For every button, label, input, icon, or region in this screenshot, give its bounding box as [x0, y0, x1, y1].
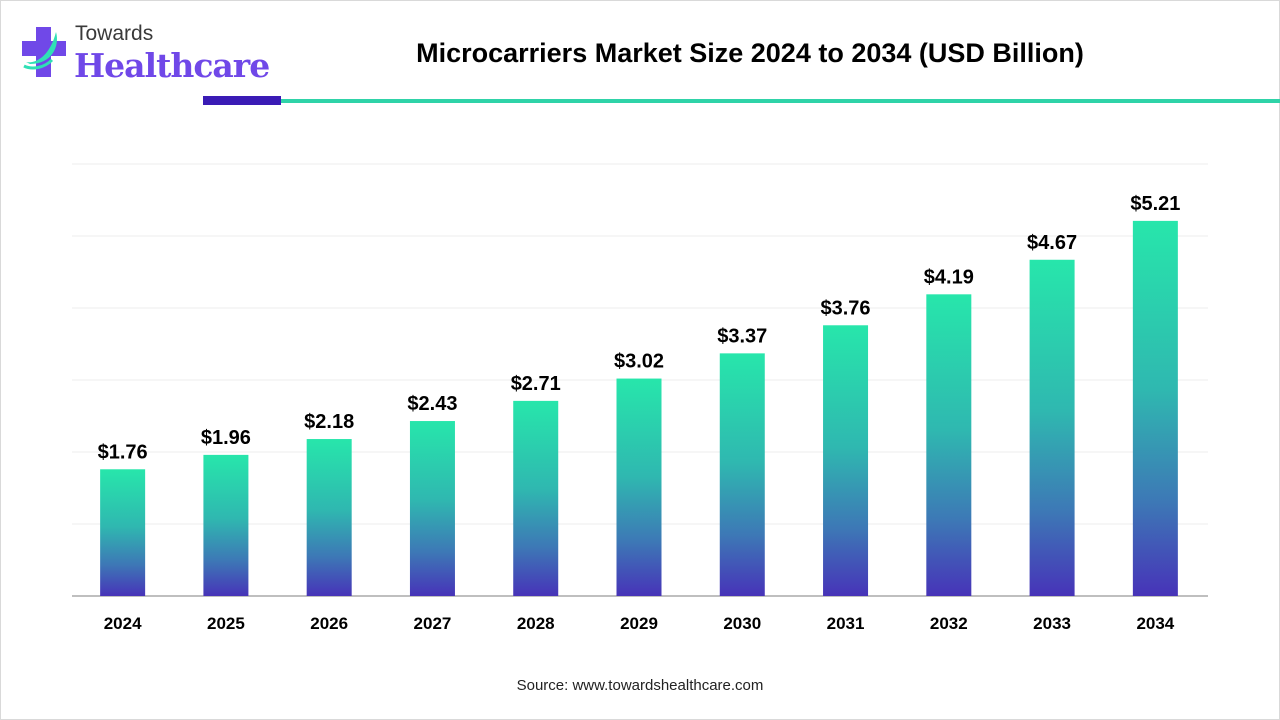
logo-text-towards: Towards	[75, 22, 154, 45]
x-tick-label: 2028	[517, 614, 555, 633]
x-tick-label: 2030	[723, 614, 761, 633]
title-underline-dark	[203, 96, 281, 105]
bar-2027	[409, 421, 455, 596]
x-tick-label: 2027	[414, 614, 452, 633]
x-tick-label: 2033	[1033, 614, 1071, 633]
medical-cross-leaf-icon	[22, 27, 66, 77]
data-label: $3.02	[614, 351, 664, 373]
bar-2033	[1029, 259, 1075, 596]
bar-2025	[203, 454, 249, 596]
bar-2028	[513, 400, 559, 596]
chart-title: Microcarriers Market Size 2024 to 2034 (…	[416, 38, 1084, 68]
bar-2024	[100, 469, 146, 596]
data-label: $2.71	[511, 373, 561, 395]
data-label: $2.43	[407, 393, 457, 415]
x-tick-label: 2024	[104, 614, 142, 633]
logo-text-healthcare: Healthcare	[74, 46, 270, 85]
data-label: $1.96	[201, 427, 251, 449]
x-tick-label: 2034	[1136, 614, 1174, 633]
x-tick-label: 2032	[930, 614, 968, 633]
data-label: $3.37	[717, 325, 767, 347]
x-tick-label: 2031	[827, 614, 865, 633]
x-tick-label: 2029	[620, 614, 658, 633]
bar-2029	[616, 378, 662, 596]
x-tick-label: 2026	[310, 614, 348, 633]
data-label: $3.76	[821, 297, 871, 319]
bar-2034	[1132, 220, 1178, 596]
data-label: $2.18	[304, 411, 354, 433]
bar-2032	[926, 294, 972, 596]
source-note: Source: www.towardshealthcare.com	[516, 677, 764, 694]
data-label: $1.76	[98, 441, 148, 463]
bar-2026	[306, 439, 352, 596]
title-underline-teal	[281, 99, 1280, 103]
data-label: $4.19	[924, 266, 974, 288]
bar-2030	[719, 353, 765, 596]
data-label: $4.67	[1027, 232, 1077, 254]
bar-2031	[823, 325, 869, 596]
logo: Towards Healthcare	[20, 22, 270, 85]
x-tick-label: 2025	[207, 614, 245, 633]
data-label: $5.21	[1130, 193, 1180, 215]
